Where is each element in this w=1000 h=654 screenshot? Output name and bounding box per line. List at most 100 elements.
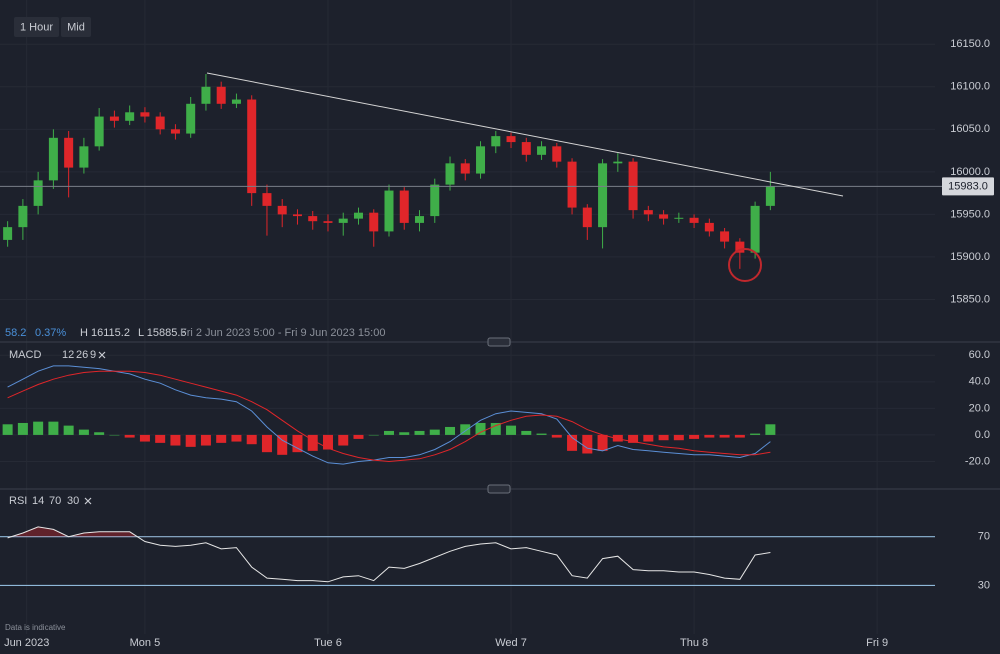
rsi-param: 30 xyxy=(67,495,79,507)
interval-label: 1 Hour xyxy=(20,21,53,33)
candle-body xyxy=(18,205,28,228)
macd-histogram-bar xyxy=(551,434,562,438)
candle-body xyxy=(338,218,348,223)
macd-histogram-bar xyxy=(109,434,120,436)
last-price-box xyxy=(942,177,994,196)
y-tick-label: 16150.0 xyxy=(950,38,990,50)
macd-histogram-bar xyxy=(490,422,501,435)
x-tick-label: Wed 7 xyxy=(495,637,527,649)
macd-histogram-bar xyxy=(124,434,135,438)
candle-body xyxy=(3,227,13,240)
macd-histogram-bar xyxy=(338,434,349,446)
candle-body xyxy=(430,184,440,217)
y-tick-label: 15950.0 xyxy=(950,208,990,220)
close-icon[interactable] xyxy=(98,351,106,359)
period-high: H 16115.2 xyxy=(80,327,130,339)
candle-body xyxy=(415,216,425,223)
macd-histogram-bar xyxy=(704,434,715,438)
macd-histogram-bar xyxy=(353,434,364,439)
macd-histogram-bar xyxy=(612,434,623,442)
candle-body xyxy=(674,217,684,219)
candle-body xyxy=(64,137,74,168)
rsi-param: 70 xyxy=(49,495,61,507)
macd-histogram-bar xyxy=(506,425,517,435)
candle-body xyxy=(476,146,486,174)
x-tick-label: Jun 2023 xyxy=(4,637,49,649)
candle-body xyxy=(765,186,775,206)
rsi-label: RSI xyxy=(9,495,27,507)
change: 58.2 xyxy=(5,327,26,339)
macd-histogram-bar xyxy=(673,434,684,441)
candle-body xyxy=(445,163,455,185)
close-icon[interactable] xyxy=(84,497,92,505)
mark-layer: 16150.0 16100.0 16050.0 16000.0 15950.0 15900… xyxy=(0,38,994,649)
candle-body xyxy=(643,210,653,215)
macd-histogram-bar xyxy=(734,434,745,438)
highlight-circle[interactable] xyxy=(728,248,762,282)
macd-histogram-bar xyxy=(216,434,227,443)
candle-body xyxy=(720,231,730,242)
macd-histogram-bar xyxy=(292,434,303,453)
period-low: L 15885.6 xyxy=(138,327,187,339)
macd-histogram-bar xyxy=(536,433,547,435)
candle-body xyxy=(48,137,58,181)
y-tick-label: 60.0 xyxy=(969,349,990,361)
y-tick-label: 70 xyxy=(978,531,990,543)
price-type-button[interactable] xyxy=(61,17,91,37)
rsi-overbought-area xyxy=(11,526,138,537)
candle-body xyxy=(247,99,257,194)
candle-body xyxy=(460,163,470,174)
macd-histogram-bar xyxy=(170,434,181,446)
candle-body xyxy=(704,222,714,232)
candle-body xyxy=(353,212,363,219)
interval-button[interactable] xyxy=(14,17,59,37)
candle-body xyxy=(521,142,531,155)
y-tick-label: 16050.0 xyxy=(950,123,990,135)
candle-body xyxy=(79,146,89,168)
macd-histogram-bar xyxy=(582,434,593,454)
macd-histogram-bar xyxy=(445,426,456,435)
macd-histogram-bar xyxy=(719,434,730,438)
macd-histogram-bar xyxy=(628,434,639,443)
change-percent: 0.37% xyxy=(35,327,66,339)
resize-handle[interactable] xyxy=(487,337,511,347)
x-tick-label: Fri 9 xyxy=(866,637,888,649)
y-tick-label: 16000.0 xyxy=(950,166,990,178)
resize-handle[interactable] xyxy=(487,484,511,494)
candle-body xyxy=(567,161,577,208)
candle-body xyxy=(323,221,333,223)
trend-line[interactable] xyxy=(206,72,844,197)
candle-body xyxy=(552,146,562,162)
price-type-label: Mid xyxy=(67,21,85,33)
candle-body xyxy=(262,193,272,206)
macd-histogram-bar xyxy=(63,425,74,435)
candle-body xyxy=(582,207,592,228)
macd-histogram-bar xyxy=(460,424,471,435)
rsi-param: 14 xyxy=(32,495,44,507)
macd-histogram-bar xyxy=(643,434,654,442)
footer-note: Data is indicative xyxy=(5,623,66,632)
candle-body xyxy=(537,146,547,155)
candle-body xyxy=(598,163,608,228)
candle-body xyxy=(125,112,135,121)
candle-body xyxy=(384,190,394,232)
candle-body xyxy=(216,86,226,104)
macd-line xyxy=(7,370,771,463)
candle-body xyxy=(201,86,211,104)
candle-body xyxy=(659,214,669,219)
macd-histogram-bar xyxy=(246,434,257,445)
candle-body xyxy=(155,116,165,130)
candle-body xyxy=(109,116,119,121)
y-tick-label: 30 xyxy=(978,579,990,591)
macd-histogram-bar xyxy=(521,430,532,435)
macd-histogram-bar xyxy=(658,434,669,441)
candle-body xyxy=(399,190,409,223)
macd-label: MACD xyxy=(9,349,41,361)
y-tick-label: -20.0 xyxy=(965,455,990,467)
macd-histogram-bar xyxy=(368,434,379,436)
macd-param: 12 xyxy=(62,349,74,361)
macd-histogram-bar xyxy=(200,434,211,446)
candle-body xyxy=(186,103,196,134)
y-tick-label: 20.0 xyxy=(969,402,990,414)
macd-histogram-bar xyxy=(277,434,288,455)
